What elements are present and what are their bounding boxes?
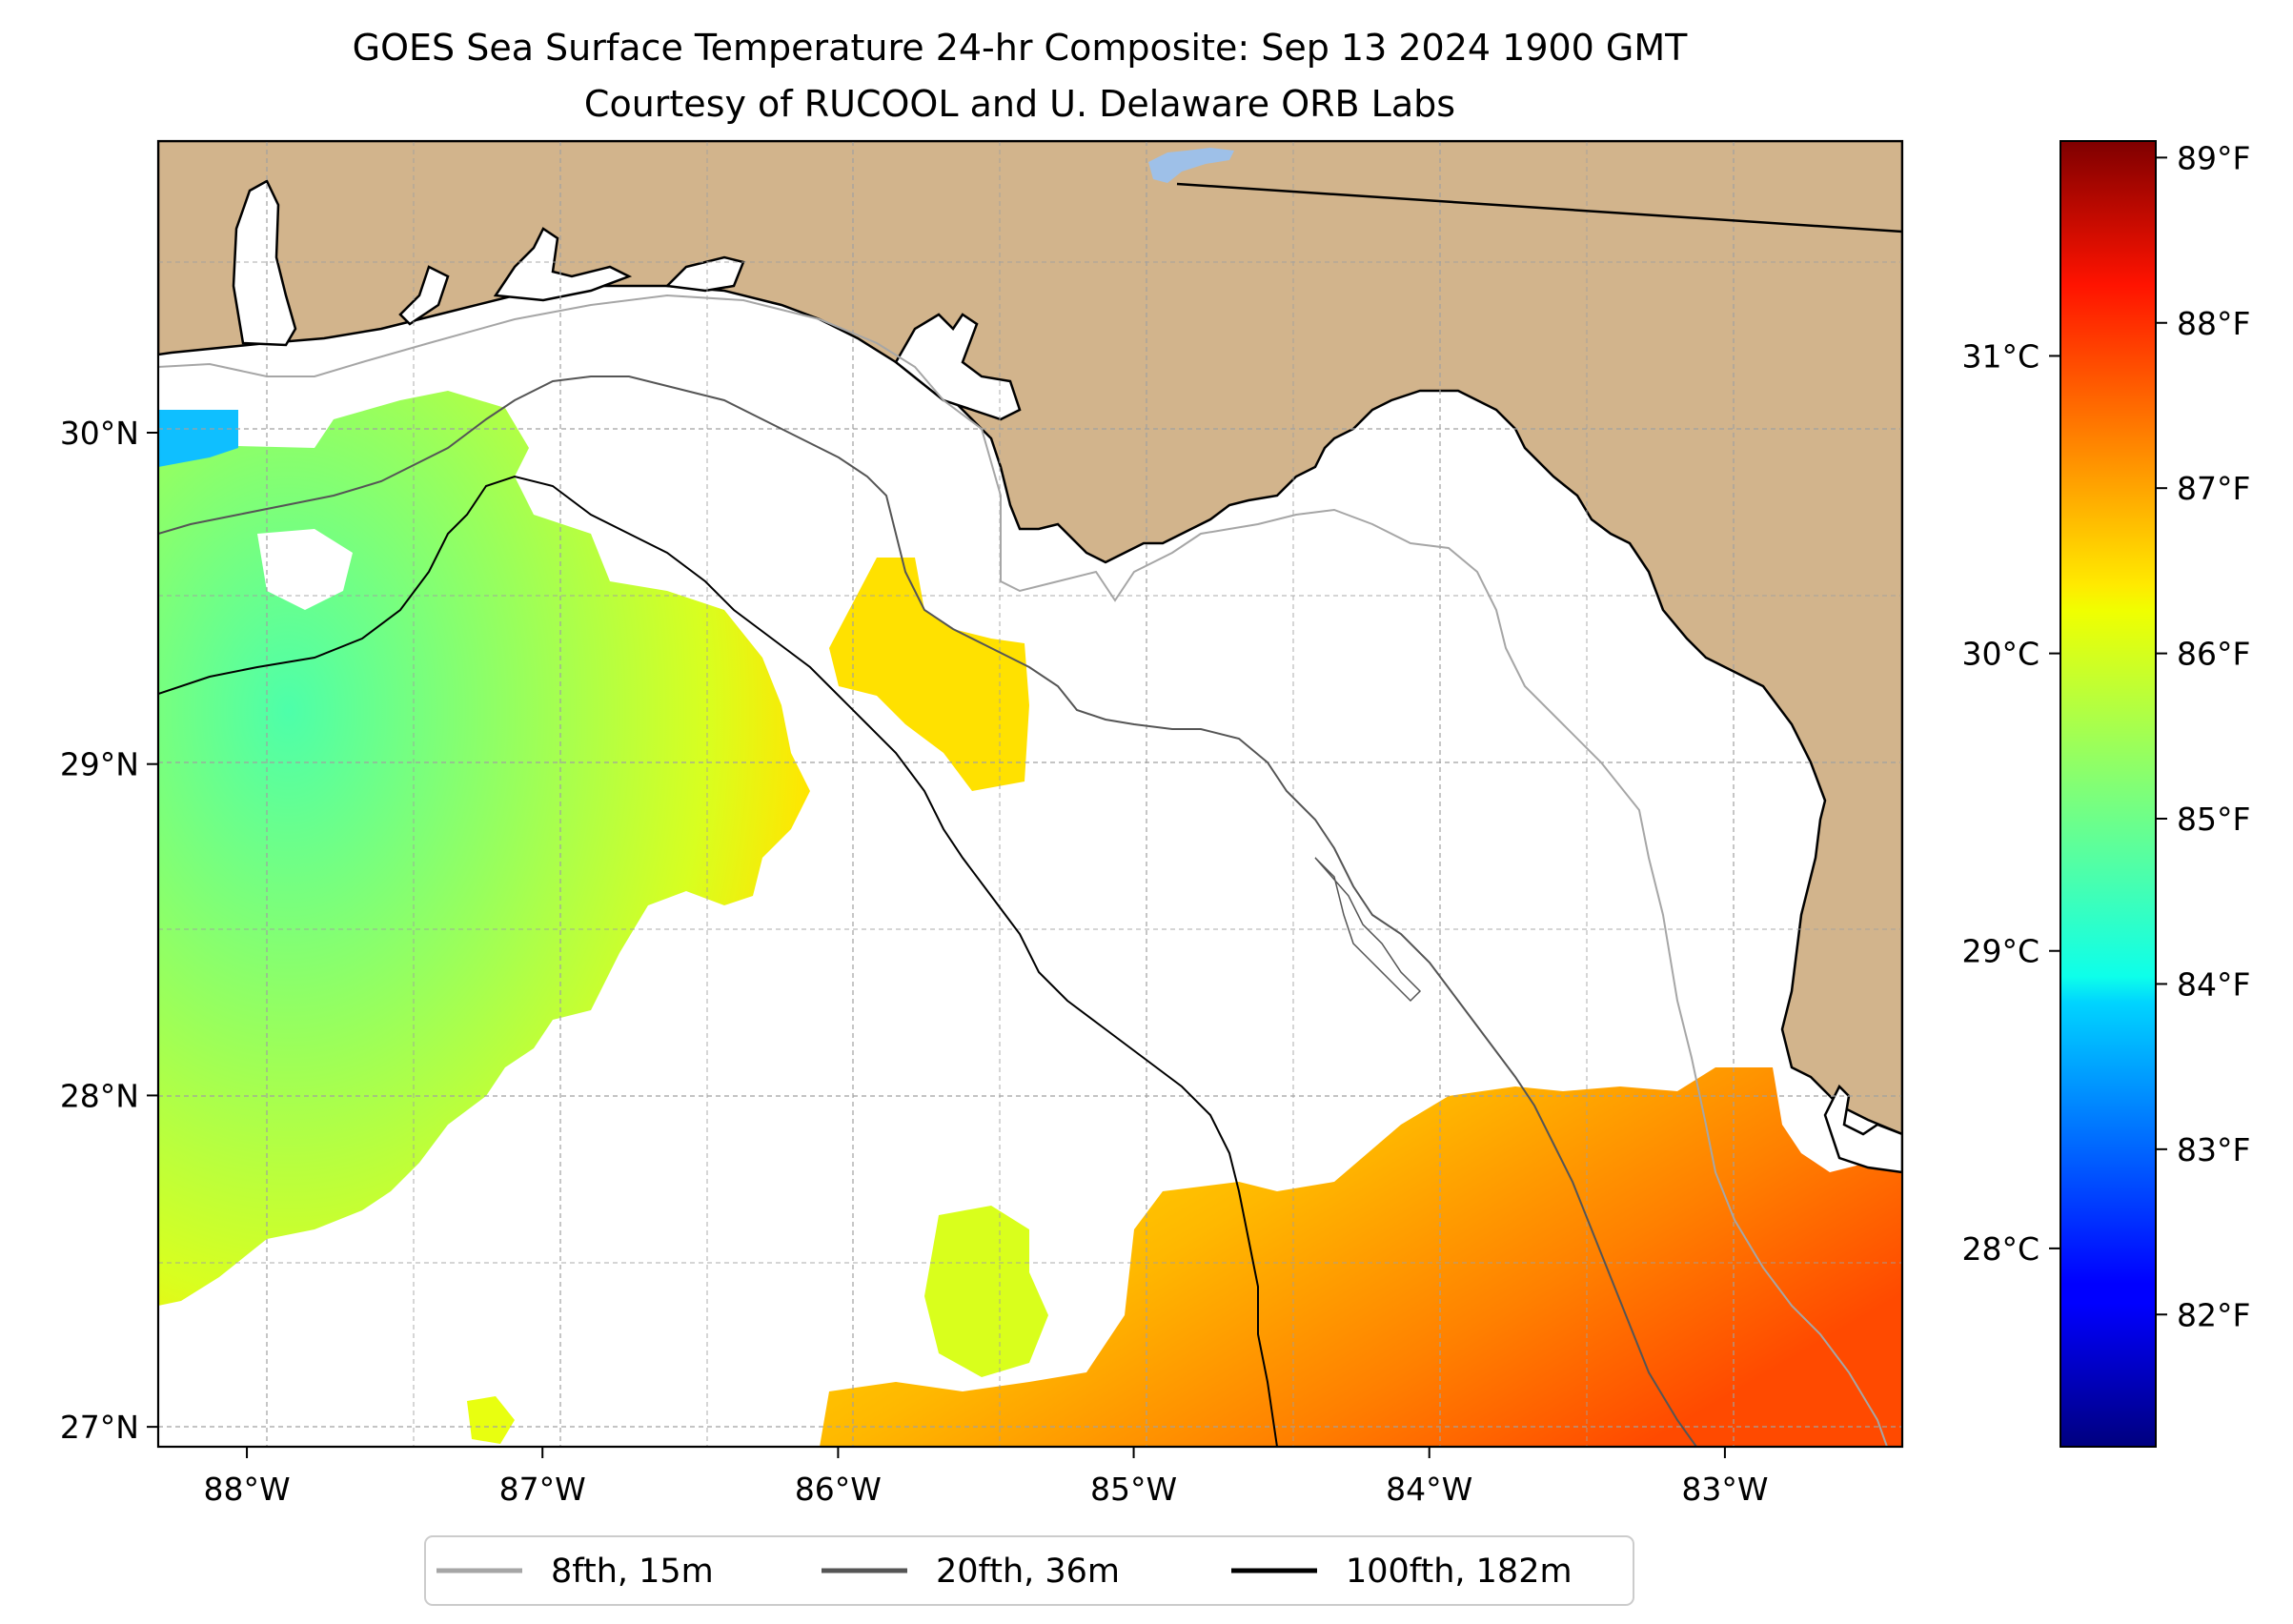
sst-patch-small-1	[924, 1206, 1048, 1377]
lon-tick-label: 84°W	[1386, 1471, 1472, 1508]
colorbar-c-label: 28°C	[1961, 1230, 2039, 1268]
bay-pensacola	[398, 265, 450, 326]
latitude-axis: 30°N 29°N 28°N 27°N	[60, 415, 158, 1446]
colorbar-c-label: 30°C	[1961, 636, 2039, 673]
land-north	[158, 141, 1902, 1136]
lat-tick-label: 28°N	[60, 1077, 139, 1114]
bay-apalachicola	[894, 313, 1022, 421]
state-border	[1176, 182, 1902, 233]
isobath-15m	[158, 294, 1888, 1447]
colorbar-f-label: 83°F	[2177, 1131, 2250, 1168]
colorbar-f-label: 87°F	[2177, 470, 2250, 507]
map-frame	[156, 139, 1904, 1449]
sst-patch-southeast	[820, 1067, 1902, 1447]
lake	[1148, 148, 1234, 183]
colorbar-c-label: 31°C	[1961, 337, 2039, 375]
sst-patch-central	[829, 558, 1029, 791]
colorbar-f-label: 88°F	[2177, 305, 2250, 342]
sst-patch-cyan	[158, 410, 238, 467]
lon-tick-label: 83°W	[1681, 1471, 1768, 1508]
lat-tick-label: 27°N	[60, 1409, 139, 1446]
colorbar-scale	[2060, 140, 2157, 1448]
isobath-36m	[158, 376, 1697, 1447]
colorbar-f-label: 86°F	[2177, 636, 2250, 673]
colorbar-f-label: 89°F	[2177, 139, 2250, 176]
lon-tick-label: 86°W	[795, 1471, 882, 1508]
legend-label-182m: 100fth, 182m	[1346, 1553, 1573, 1591]
bay-mobile	[232, 179, 297, 347]
sst-patch-small-2	[467, 1396, 515, 1444]
lat-tick-label: 30°N	[60, 415, 139, 452]
map-subtitle: Courtesy of RUCOOL and U. Delaware ORB L…	[584, 83, 1455, 125]
map-panel	[158, 141, 1902, 1447]
legend-box	[424, 1535, 1634, 1606]
colorbar: 89°F 88°F 87°F 86°F 85°F 84°F 83°F 82°F 31°C 30°…	[1961, 139, 2250, 1448]
colorbar-c-label: 29°C	[1961, 933, 2039, 970]
bay-choctawhatchee	[493, 227, 633, 302]
lon-tick-label: 87°W	[499, 1471, 586, 1508]
sst-field	[158, 391, 1902, 1447]
longitude-axis: 88°W 87°W 86°W 85°W 84°W 83°W	[203, 1447, 1768, 1508]
colorbar-f-label: 85°F	[2177, 801, 2250, 838]
map-title: GOES Sea Surface Temperature 24-hr Compo…	[353, 27, 1689, 69]
bay-tampa	[1823, 1084, 1902, 1174]
isobaths	[158, 182, 1902, 1447]
colorbar-f-label: 84°F	[2177, 965, 2250, 1003]
isobath-legend: 8fth, 15m 20fth, 36m 100fth, 182m	[424, 1535, 1634, 1606]
lat-tick-label: 29°N	[60, 746, 139, 783]
colorbar-f-label: 82°F	[2177, 1296, 2250, 1333]
legend-label-36m: 20fth, 36m	[936, 1553, 1120, 1591]
lon-tick-label: 88°W	[203, 1471, 290, 1508]
isobath-182m	[158, 475, 1278, 1447]
colorbar-celsius-axis: 31°C 30°C 29°C 28°C	[1961, 337, 2060, 1268]
land	[158, 141, 1902, 1174]
legend-label-15m: 8fth, 15m	[551, 1553, 714, 1591]
sst-patch-west-gap	[257, 529, 353, 610]
isobath-36m-islands	[1314, 857, 1422, 1003]
lon-tick-label: 85°W	[1090, 1471, 1177, 1508]
sst-patch-west	[158, 391, 810, 1306]
graticule	[158, 141, 1902, 1447]
colorbar-fahrenheit-axis: 89°F 88°F 87°F 86°F 85°F 84°F 83°F 82°F	[2156, 139, 2250, 1333]
